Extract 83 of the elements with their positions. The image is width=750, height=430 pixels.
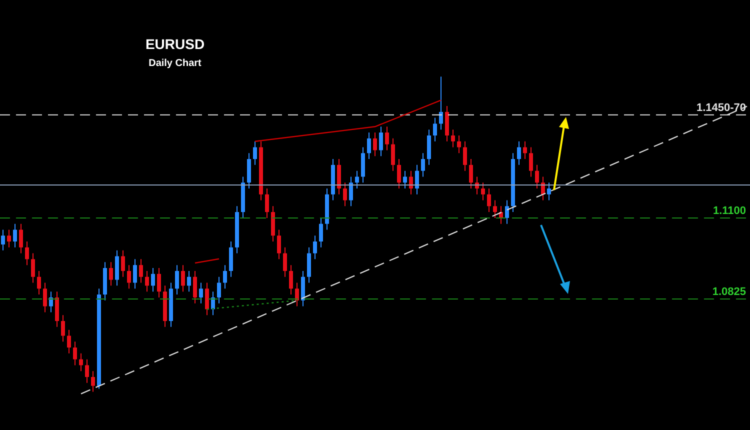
candlestick xyxy=(1,229,5,251)
candlestick xyxy=(403,170,407,189)
text: EURUSD xyxy=(144,36,206,52)
candlestick xyxy=(253,140,257,166)
candlestick xyxy=(151,268,155,292)
candlestick xyxy=(307,246,311,284)
candlestick xyxy=(25,241,29,266)
ref-line-label: 1.0825 xyxy=(712,286,746,298)
candlestick xyxy=(505,200,509,224)
candlestick xyxy=(85,358,89,384)
candlestick xyxy=(385,126,389,151)
candlestick xyxy=(361,146,365,184)
candlestick xyxy=(391,138,395,172)
candlestick xyxy=(223,264,227,290)
candlestick xyxy=(397,158,401,189)
candlestick xyxy=(379,126,383,157)
candlestick xyxy=(247,152,251,189)
candlestick xyxy=(415,164,419,195)
candlestick xyxy=(355,170,359,189)
ref-line-label: 1.1100 xyxy=(712,204,746,217)
candlestick xyxy=(445,106,449,142)
candlestick xyxy=(277,229,281,260)
candlestick xyxy=(265,188,269,218)
candlestick xyxy=(535,164,539,189)
candlestick xyxy=(109,262,113,286)
candlestick xyxy=(547,182,551,201)
candlestick xyxy=(289,264,293,296)
candlestick xyxy=(337,158,341,195)
candlestick xyxy=(31,252,35,284)
candlestick xyxy=(37,270,41,296)
candlestick xyxy=(217,276,221,304)
candlestick xyxy=(19,223,23,254)
candlestick xyxy=(7,229,11,248)
candlestick xyxy=(523,140,527,160)
candlestick xyxy=(49,291,53,313)
candlestick xyxy=(133,258,137,290)
candlestick xyxy=(295,282,299,307)
candlestick xyxy=(463,140,467,172)
candlestick xyxy=(229,241,233,278)
candlestick xyxy=(367,132,371,160)
candlestick xyxy=(349,176,353,207)
candlestick xyxy=(127,264,131,290)
candlestick xyxy=(283,246,287,278)
candlestick xyxy=(73,341,77,366)
candlestick xyxy=(55,291,59,328)
candlestick xyxy=(67,329,71,354)
candlestick xyxy=(439,76,443,130)
candlestick xyxy=(115,250,119,286)
candlestick xyxy=(139,258,143,284)
candlestick xyxy=(529,146,533,178)
candlestick xyxy=(427,129,431,166)
candlestick xyxy=(13,223,17,248)
candlestick xyxy=(319,217,323,248)
candlestick xyxy=(121,250,125,278)
candlestick xyxy=(187,270,191,292)
text: Daily Chart xyxy=(148,58,202,69)
candlestick xyxy=(145,270,149,292)
candlestick xyxy=(481,182,485,201)
candlestick xyxy=(457,134,461,154)
candlestick xyxy=(493,200,497,218)
candlestick xyxy=(199,282,203,304)
candlestick xyxy=(433,117,437,142)
candlestick xyxy=(469,158,473,189)
candlestick xyxy=(43,282,47,313)
candlestick xyxy=(373,132,377,157)
candlestick xyxy=(79,352,83,372)
candlestick xyxy=(487,188,491,213)
candlestick xyxy=(91,370,95,392)
candlestick xyxy=(157,268,161,298)
candlestick xyxy=(409,170,413,195)
candlestick xyxy=(175,264,179,296)
candlestick xyxy=(517,140,521,166)
candlestick xyxy=(61,314,65,342)
ref-line-label: 1.1450-70 xyxy=(696,102,746,114)
candlestick xyxy=(421,152,425,178)
candlestick xyxy=(271,206,275,242)
candlestick xyxy=(313,235,317,260)
candlestick xyxy=(205,282,209,316)
candlestick xyxy=(301,270,305,307)
candlestick xyxy=(193,270,197,304)
candlestick xyxy=(181,264,185,292)
candlestick xyxy=(343,182,347,207)
candlestick xyxy=(451,129,455,148)
